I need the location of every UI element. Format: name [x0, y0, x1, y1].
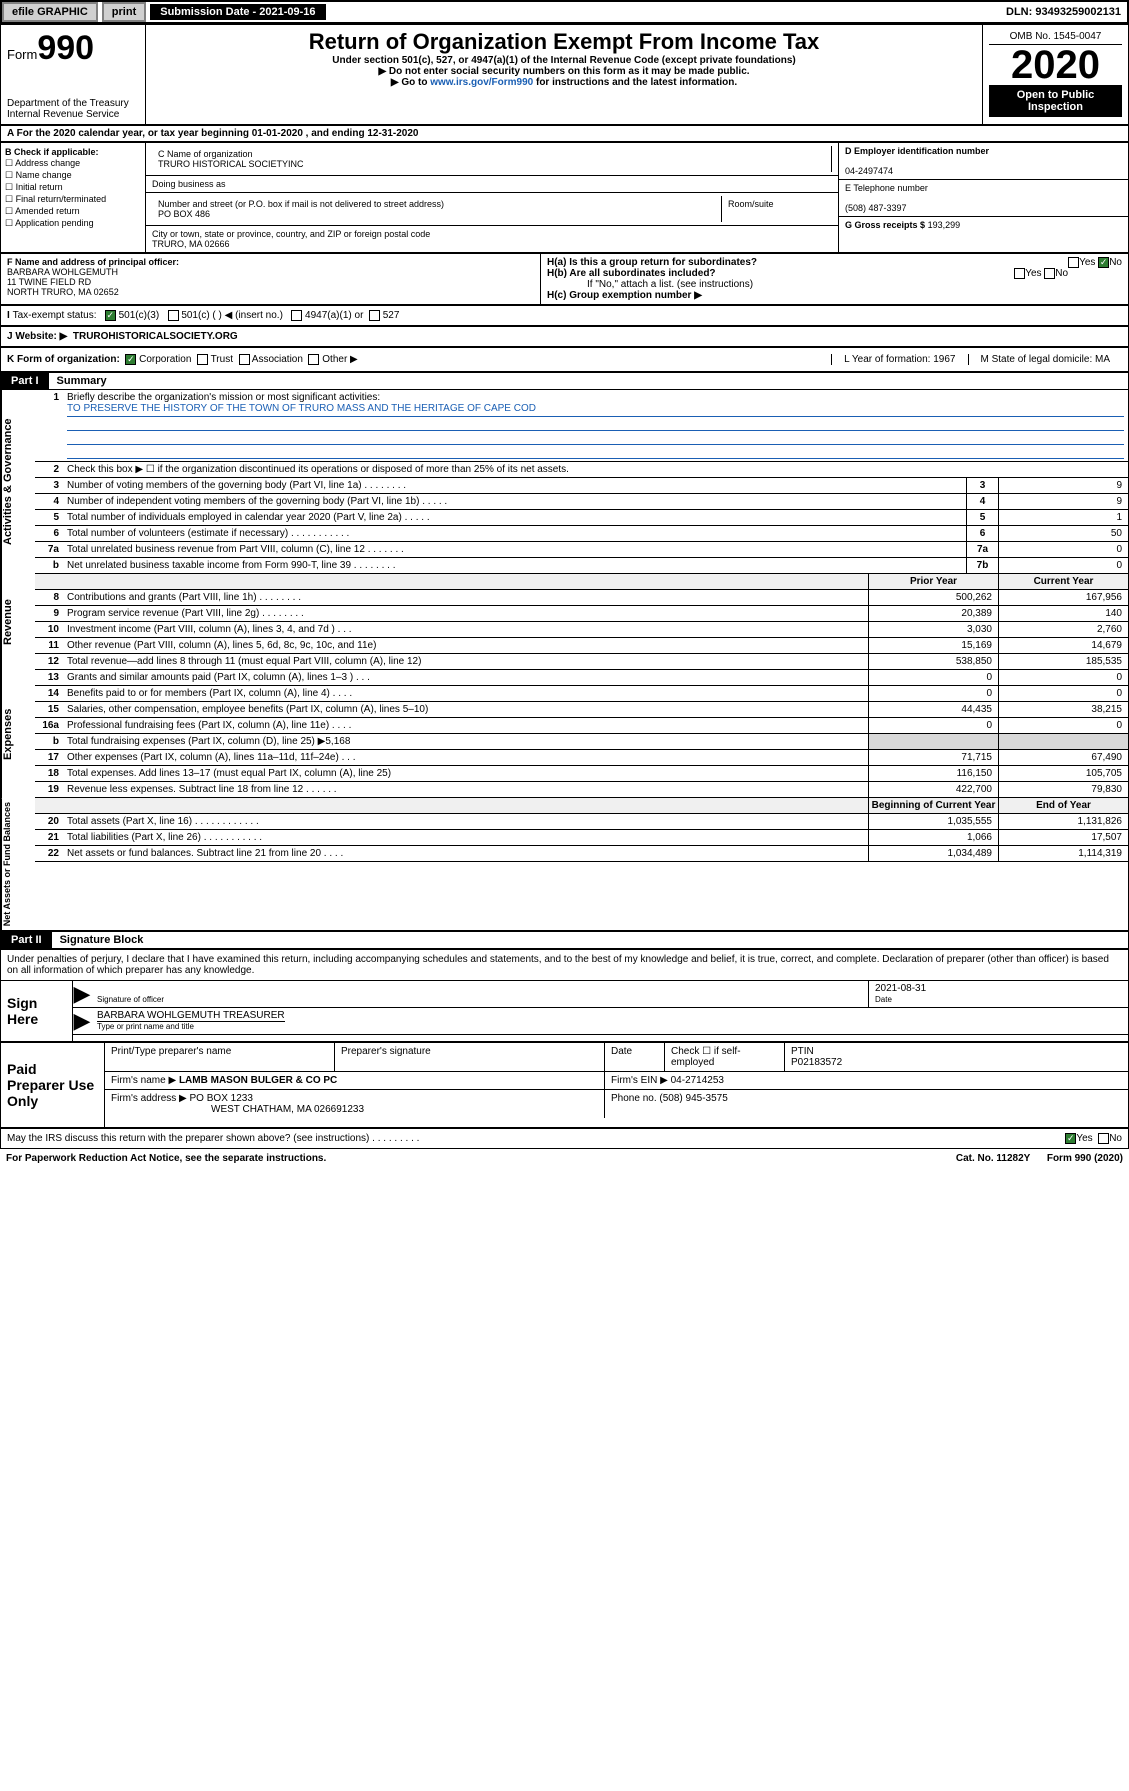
table-row: 15Salaries, other compensation, employee…	[35, 702, 1128, 718]
table-row: 4Number of independent voting members of…	[35, 494, 1128, 510]
chk-corp[interactable]: ✓	[125, 354, 136, 365]
top-bar: efile GRAPHIC print Submission Date - 20…	[0, 0, 1129, 24]
form-header: Form990 Department of the Treasury Inter…	[0, 24, 1129, 125]
table-row: 19Revenue less expenses. Subtract line 1…	[35, 782, 1128, 798]
mission-text: TO PRESERVE THE HISTORY OF THE TOWN OF T…	[67, 403, 1124, 417]
chk-initial-return[interactable]: ☐ Initial return	[5, 182, 141, 193]
dept-label: Department of the Treasury Internal Reve…	[7, 98, 139, 120]
org-city: TRURO, MA 02666	[152, 239, 230, 249]
print-button[interactable]: print	[102, 2, 146, 22]
exp-section: Expenses 13Grants and similar amounts pa…	[0, 670, 1129, 798]
org-address: PO BOX 486	[158, 209, 210, 219]
form-number: Form990	[7, 29, 139, 68]
table-row: 8Contributions and grants (Part VIII, li…	[35, 590, 1128, 606]
tax-year: 2020	[989, 45, 1122, 85]
period-row: A For the 2020 calendar year, or tax yea…	[0, 125, 1129, 142]
submission-date: Submission Date - 2021-09-16	[150, 4, 325, 20]
irs-link[interactable]: www.irs.gov/Form990	[430, 77, 533, 88]
part1-header: Part ISummary	[0, 372, 1129, 390]
table-row: 3Number of voting members of the governi…	[35, 478, 1128, 494]
chk-amended[interactable]: ☐ Amended return	[5, 206, 141, 217]
efile-button[interactable]: efile GRAPHIC	[2, 2, 98, 22]
chk-assoc[interactable]	[239, 354, 250, 365]
telephone: (508) 487-3397	[845, 203, 907, 213]
firm-addr2: WEST CHATHAM, MA 026691233	[111, 1104, 364, 1115]
gov-section: Activities & Governance 1Briefly describ…	[0, 390, 1129, 574]
preparer-section: Paid Preparer Use Only Print/Type prepar…	[0, 1042, 1129, 1128]
table-row: 7aTotal unrelated business revenue from …	[35, 542, 1128, 558]
chk-other[interactable]	[308, 354, 319, 365]
org-name: TRURO HISTORICAL SOCIETYINC	[158, 159, 304, 169]
officer-name: BARBARA WOHLGEMUTH	[7, 267, 118, 277]
subtitle-3: ▶ Go to www.irs.gov/Form990 for instruct…	[152, 77, 976, 88]
table-row: bNet unrelated business taxable income f…	[35, 558, 1128, 574]
table-row: 16aProfessional fundraising fees (Part I…	[35, 718, 1128, 734]
gross-receipts: 193,299	[928, 220, 961, 230]
chk-app-pending[interactable]: ☐ Application pending	[5, 218, 141, 229]
table-row: 17Other expenses (Part IX, column (A), l…	[35, 750, 1128, 766]
chk-4947[interactable]	[291, 310, 302, 321]
na-section: Net Assets or Fund Balances Beginning of…	[0, 798, 1129, 931]
signature-section: Under penalties of perjury, I declare th…	[0, 949, 1129, 1042]
box-b: B Check if applicable: ☐ Address change …	[1, 143, 146, 252]
table-row: 10Investment income (Part VIII, column (…	[35, 622, 1128, 638]
firm-name: LAMB MASON BULGER & CO PC	[179, 1075, 337, 1086]
officer-group-row: F Name and address of principal officer:…	[0, 253, 1129, 305]
entity-grid: B Check if applicable: ☐ Address change …	[0, 142, 1129, 253]
table-row: 14Benefits paid to or for members (Part …	[35, 686, 1128, 702]
chk-501c3[interactable]: ✓	[105, 310, 116, 321]
ptin: P02183572	[791, 1057, 842, 1068]
discuss-row: May the IRS discuss this return with the…	[0, 1128, 1129, 1149]
rev-section: Revenue Prior YearCurrent Year 8Contribu…	[0, 574, 1129, 670]
officer-name-title: BARBARA WOHLGEMUTH TREASURER	[97, 1010, 285, 1022]
form-title: Return of Organization Exempt From Incom…	[152, 29, 976, 55]
table-row: bTotal fundraising expenses (Part IX, co…	[35, 734, 1128, 750]
table-row: 5Total number of individuals employed in…	[35, 510, 1128, 526]
table-row: 6Total number of volunteers (estimate if…	[35, 526, 1128, 542]
part2-header: Part IISignature Block	[0, 931, 1129, 949]
table-row: 13Grants and similar amounts paid (Part …	[35, 670, 1128, 686]
form-org-row: K Form of organization: ✓ Corporation Tr…	[0, 347, 1129, 372]
year-formation: L Year of formation: 1967	[831, 354, 967, 365]
website: TRUROHISTORICALSOCIETY.ORG	[73, 331, 238, 342]
open-public: Open to Public Inspection	[989, 85, 1122, 117]
firm-addr1: PO BOX 1233	[190, 1093, 253, 1104]
ein: 04-2497474	[845, 166, 893, 176]
tax-exempt-row: I Tax-exempt status: ✓ 501(c)(3) 501(c) …	[0, 305, 1129, 326]
table-row: 18Total expenses. Add lines 13–17 (must …	[35, 766, 1128, 782]
chk-trust[interactable]	[197, 354, 208, 365]
table-row: 12Total revenue—add lines 8 through 11 (…	[35, 654, 1128, 670]
perjury-text: Under penalties of perjury, I declare th…	[1, 950, 1128, 981]
chk-501c[interactable]	[168, 310, 179, 321]
table-row: 9Program service revenue (Part VIII, lin…	[35, 606, 1128, 622]
website-row: J Website: ▶ TRUROHISTORICALSOCIETY.ORG	[0, 326, 1129, 347]
table-row: 22Net assets or fund balances. Subtract …	[35, 846, 1128, 862]
chk-527[interactable]	[369, 310, 380, 321]
dln: DLN: 93493259002131	[1006, 6, 1127, 18]
table-row: 21Total liabilities (Part X, line 26) . …	[35, 830, 1128, 846]
subtitle-1: Under section 501(c), 527, or 4947(a)(1)…	[152, 55, 976, 66]
subtitle-2: Do not enter social security numbers on …	[152, 66, 976, 77]
chk-name-change[interactable]: ☐ Name change	[5, 170, 141, 181]
discuss-yes[interactable]: ✓	[1065, 1133, 1076, 1144]
chk-address-change[interactable]: ☐ Address change	[5, 158, 141, 169]
footer: For Paperwork Reduction Act Notice, see …	[0, 1149, 1129, 1168]
chk-final-return[interactable]: ☐ Final return/terminated	[5, 194, 141, 205]
table-row: 20Total assets (Part X, line 16) . . . .…	[35, 814, 1128, 830]
firm-phone: (508) 945-3575	[659, 1093, 727, 1104]
discuss-no[interactable]	[1098, 1133, 1109, 1144]
state-domicile: M State of legal domicile: MA	[968, 354, 1123, 365]
table-row: 11Other revenue (Part VIII, column (A), …	[35, 638, 1128, 654]
firm-ein: 04-2714253	[671, 1075, 724, 1086]
sign-date: 2021-08-31	[875, 983, 926, 994]
